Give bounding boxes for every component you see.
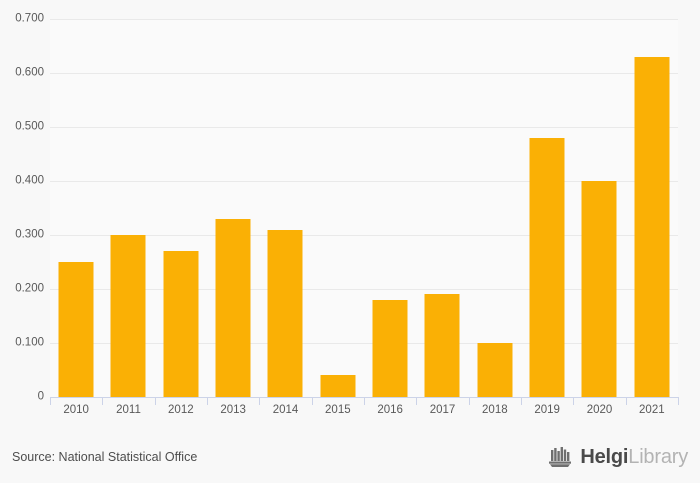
y-axis-tick-label: 0.600 <box>15 66 44 79</box>
brand-primary: Helgi <box>580 446 629 468</box>
x-axis-labels: 2010 2011 2012 2013 2014 2015 2016 2017 2018 2019… <box>50 402 678 420</box>
x-axis-tick-label: 2015 <box>325 404 351 416</box>
gridline <box>50 19 678 20</box>
gridline <box>50 127 678 128</box>
x-axis-tick <box>573 397 575 405</box>
bar-slot <box>469 19 521 397</box>
plot-area <box>50 19 678 398</box>
x-axis-tick <box>154 397 156 405</box>
gridline <box>50 235 678 236</box>
bar-slot <box>626 19 678 397</box>
x-axis-tick-label: 2012 <box>168 404 194 416</box>
x-axis-tick <box>102 397 104 405</box>
bar-slot <box>364 19 416 397</box>
bar-slot <box>521 19 573 397</box>
bar-slot <box>416 19 468 397</box>
library-books-icon <box>549 447 572 467</box>
x-axis-tick-label: 2019 <box>534 404 560 416</box>
gridline <box>50 73 678 74</box>
x-axis-tick <box>625 397 627 405</box>
x-axis-tick <box>50 397 51 405</box>
x-axis-tick-label: 2010 <box>63 404 89 416</box>
gridline <box>50 289 678 290</box>
brand-wordmark: HelgiLibrary <box>580 447 688 467</box>
x-axis-tick <box>521 397 522 405</box>
x-axis-tick-label: 2017 <box>429 404 456 416</box>
y-axis-tick-label: 0.700 <box>15 12 44 25</box>
bars-layer <box>50 19 678 397</box>
x-axis-tick-label: 2021 <box>639 404 665 416</box>
y-axis-tick-label: 0.400 <box>15 174 44 187</box>
x-axis-tick-label: 2020 <box>586 404 613 416</box>
bar-2011[interactable] <box>110 235 146 397</box>
bar-slot <box>102 19 154 397</box>
x-axis-tick <box>468 397 470 405</box>
x-axis-tick <box>311 397 313 405</box>
bar-2016[interactable] <box>372 299 408 397</box>
y-axis-tick-label: 0.300 <box>15 228 44 241</box>
x-axis-tick-label: 2014 <box>272 404 299 416</box>
x-axis-tick-label: 2018 <box>482 404 508 416</box>
bar-slot <box>312 19 364 397</box>
x-axis-tick <box>678 397 679 405</box>
y-axis-tick-label: 0.100 <box>15 336 44 349</box>
x-axis-tick-label: 2016 <box>377 404 403 416</box>
source-note: Source: National Statistical Office <box>12 450 198 464</box>
chart-footer: Source: National Statistical Office Helg… <box>0 440 700 483</box>
bar-2015[interactable] <box>320 375 356 397</box>
x-axis-tick-label: 2011 <box>116 404 141 416</box>
bar-2010[interactable] <box>58 262 94 397</box>
bar-2017[interactable] <box>424 294 460 397</box>
bar-slot <box>259 19 311 397</box>
y-axis: 0.700 0.600 0.500 0.400 0.300 0.200 0.100 0 <box>0 0 44 483</box>
gridline <box>50 343 678 344</box>
bar-slot <box>50 19 102 397</box>
bar-slot <box>573 19 625 397</box>
bar-2012[interactable] <box>163 251 199 397</box>
helgi-library-logo[interactable]: HelgiLibrary <box>548 446 688 468</box>
y-axis-tick-label: 0.200 <box>15 282 44 295</box>
y-axis-tick-label: 0.500 <box>15 120 44 133</box>
bar-2013[interactable] <box>215 218 251 397</box>
x-axis-tick-label: 2013 <box>220 404 246 416</box>
bar-2014[interactable] <box>267 229 303 397</box>
gridline <box>50 181 678 182</box>
y-axis-tick-label: 0 <box>37 390 44 403</box>
bar-2020[interactable] <box>581 181 617 397</box>
bar-slot <box>155 19 207 397</box>
bar-2019[interactable] <box>529 137 565 397</box>
bar-2021[interactable] <box>634 56 670 397</box>
x-axis-tick <box>207 397 208 405</box>
x-axis-tick <box>416 397 418 405</box>
brand-secondary: Library <box>628 446 688 468</box>
x-axis-tick <box>364 397 365 405</box>
bar-slot <box>207 19 259 397</box>
bar-2018[interactable] <box>477 343 513 397</box>
x-axis-tick <box>259 397 261 405</box>
